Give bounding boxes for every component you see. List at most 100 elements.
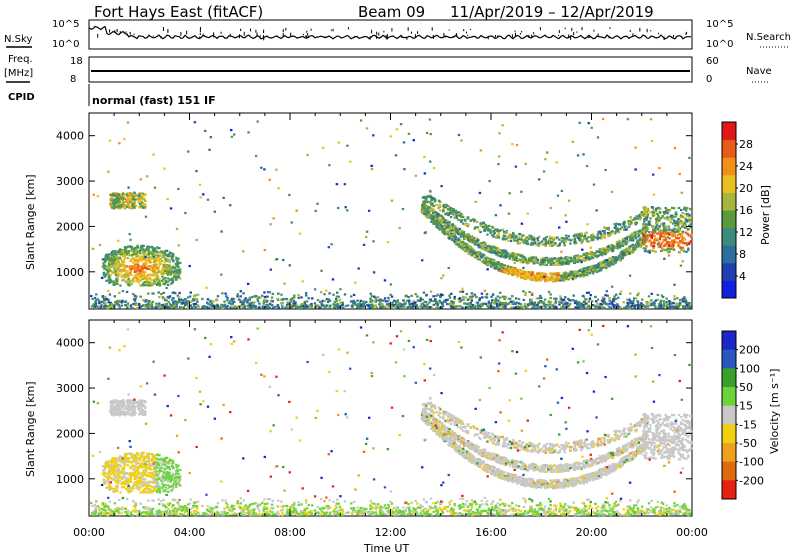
- data-cell: [152, 247, 155, 250]
- data-cell: [136, 461, 139, 465]
- data-cell: [156, 463, 159, 466]
- data-cell: [167, 484, 170, 487]
- data-cell: [137, 456, 140, 459]
- data-cell: [505, 437, 509, 441]
- data-cell: [168, 267, 172, 270]
- data-cell: [595, 477, 599, 481]
- data-cell: [633, 234, 637, 238]
- data-cell: [158, 261, 161, 264]
- data-cell: [618, 254, 621, 257]
- data-cell: [479, 449, 483, 452]
- data-cell: [619, 464, 623, 467]
- data-cell: [577, 445, 581, 448]
- data-cell: [129, 413, 133, 416]
- data-cell: [629, 220, 632, 223]
- data-cell: [171, 484, 175, 487]
- data-cell: [428, 214, 432, 217]
- data-cell: [144, 258, 148, 262]
- data-cell: [122, 268, 125, 271]
- data-cell: [643, 446, 647, 449]
- data-cell: [638, 422, 641, 426]
- data-cell: [145, 284, 149, 287]
- data-cell: [143, 490, 147, 493]
- data-cell: [109, 468, 112, 471]
- data-cell: [104, 257, 107, 260]
- data-cell: [457, 444, 460, 447]
- data-cell: [605, 434, 608, 437]
- data-cell: [633, 438, 636, 441]
- data-cell: [145, 281, 148, 284]
- data-cell: [179, 468, 182, 472]
- data-cell: [489, 454, 492, 457]
- data-cell: [621, 244, 624, 248]
- data-cell: [172, 254, 175, 258]
- data-cell: [154, 271, 157, 274]
- data-cell: [610, 247, 613, 250]
- data-cell: [112, 478, 116, 481]
- data-cell: [124, 457, 128, 460]
- data-cell: [167, 259, 171, 262]
- data-cell: [473, 450, 477, 453]
- colorbar-segment: [722, 387, 736, 407]
- data-cell: [594, 443, 598, 446]
- data-cell: [175, 262, 178, 265]
- data-cell: [116, 469, 119, 472]
- data-cell: [420, 415, 424, 418]
- data-cell: [138, 202, 142, 206]
- data-cell: [497, 457, 500, 460]
- data-cell: [129, 476, 133, 479]
- data-cell: [120, 203, 124, 206]
- data-cell: [111, 254, 114, 257]
- data-cell: [134, 477, 138, 480]
- data-cell: [117, 201, 120, 204]
- data-cell: [633, 441, 637, 445]
- data-cell: [565, 237, 568, 240]
- data-cell: [554, 481, 557, 484]
- data-cell: [491, 452, 494, 455]
- data-cell: [115, 402, 119, 405]
- data-cell: [125, 405, 128, 408]
- colorbar-segment: [722, 227, 736, 246]
- data-cell: [500, 469, 504, 473]
- data-cell: [118, 194, 122, 197]
- data-cell: [472, 425, 475, 428]
- data-cell: [113, 281, 116, 284]
- data-cell: [141, 283, 144, 287]
- data-cell: [142, 264, 145, 267]
- data-cell: [569, 463, 572, 466]
- data-cell: [119, 193, 123, 196]
- data-cell: [561, 237, 564, 240]
- data-cell: [123, 404, 126, 407]
- data-cell: [125, 460, 128, 464]
- data-cell: [596, 445, 599, 448]
- data-cell: [502, 473, 505, 477]
- data-cell: [545, 447, 549, 451]
- data-cell: [454, 231, 458, 234]
- data-cell: [606, 251, 609, 254]
- data-cell: [138, 274, 141, 277]
- data-cell: [120, 194, 123, 198]
- data-cell: [572, 483, 575, 486]
- data-cell: [145, 491, 149, 494]
- data-cell: [135, 249, 138, 252]
- data-cell: [131, 410, 135, 413]
- data-cell: [116, 410, 120, 414]
- data-cell: [440, 423, 444, 427]
- data-cell: [114, 399, 118, 402]
- data-cell: [155, 282, 159, 286]
- data-cell: [107, 279, 110, 282]
- data-cell: [619, 453, 622, 456]
- data-cell: [142, 270, 146, 273]
- data-cell: [112, 202, 115, 205]
- data-cell: [113, 401, 117, 404]
- data-cell: [136, 244, 139, 247]
- freq-panel-frame: [88, 56, 693, 83]
- data-cell: [121, 404, 124, 407]
- data-cell: [137, 249, 140, 252]
- data-cell: [606, 454, 610, 457]
- data-cell: [126, 269, 129, 272]
- data-cell: [118, 463, 122, 466]
- data-cell: [447, 212, 451, 215]
- data-cell: [579, 237, 583, 240]
- data-cell: [509, 446, 513, 450]
